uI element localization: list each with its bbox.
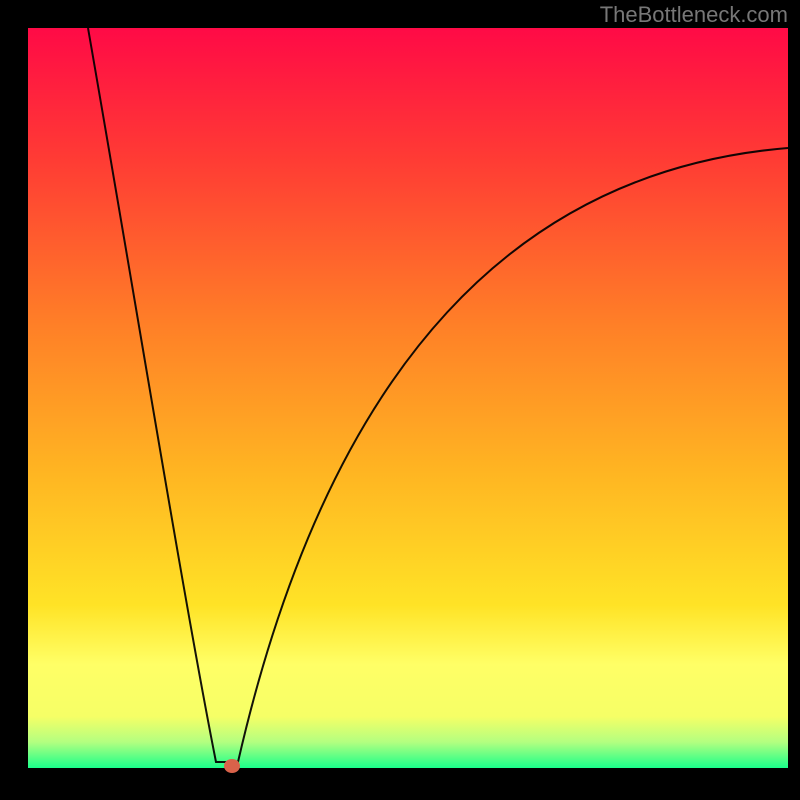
bottleneck-curve bbox=[88, 28, 788, 762]
optimum-dot bbox=[224, 759, 240, 773]
curve-overlay bbox=[0, 0, 800, 800]
chart-container: TheBottleneck.com bbox=[0, 0, 800, 800]
watermark-text: TheBottleneck.com bbox=[600, 2, 788, 28]
